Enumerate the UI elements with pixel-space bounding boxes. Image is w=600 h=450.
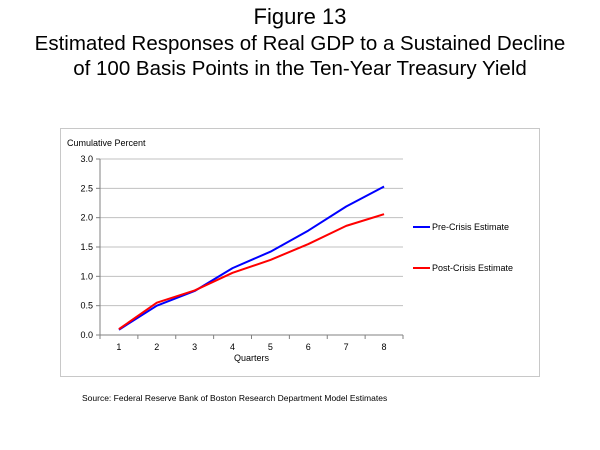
figure-number: Figure 13 — [253, 4, 347, 29]
figure-title-line-1: Estimated Responses of Real GDP to a Sus… — [34, 32, 566, 55]
x-tick-label: 1 — [116, 342, 121, 352]
chart-frame: Cumulative Percent Quarters 0.0 0.5 1.0 1.5… — [60, 128, 540, 377]
x-tick-label: 5 — [268, 342, 273, 352]
legend: Pre-Crisis Estimate Post-Crisis Estimate — [413, 222, 513, 273]
legend-label-1: Pre-Crisis Estimate — [432, 222, 509, 232]
axes: 0.0 0.5 1.0 1.5 2.0 2.5 3.0 1 2 3 4 5 6 7 8 — [80, 154, 404, 352]
legend-label-2: Post-Crisis Estimate — [432, 263, 513, 273]
x-tick-label: 2 — [154, 342, 159, 352]
x-tick-label: 7 — [344, 342, 349, 352]
x-axis-label: Quarters — [234, 353, 270, 363]
x-tick-label: 4 — [230, 342, 235, 352]
y-axis-label: Cumulative Percent — [67, 138, 146, 148]
x-tick-label: 3 — [192, 342, 197, 352]
figure-title-line-2: of 100 Basis Points in the Ten-Year Trea… — [73, 57, 527, 80]
gridlines — [100, 158, 403, 307]
y-tick-label: 1.5 — [80, 242, 93, 252]
x-tick-label: 8 — [382, 342, 387, 352]
line-chart: Cumulative Percent Quarters 0.0 0.5 1.0 1.5… — [67, 138, 513, 363]
source-note: Source: Federal Reserve Bank of Boston R… — [82, 393, 388, 403]
figure-title: Estimated Responses of Real GDP to a Sus… — [0, 31, 600, 81]
y-tick-label: 1.0 — [80, 271, 93, 281]
y-tick-label: 2.0 — [80, 213, 93, 223]
y-tick-label: 3.0 — [80, 154, 93, 164]
y-tick-label: 2.5 — [80, 183, 93, 193]
series-line-2 — [118, 213, 385, 330]
y-tick-label: 0.0 — [80, 330, 93, 340]
x-tick-label: 6 — [306, 342, 311, 352]
series-line-1 — [118, 185, 385, 331]
series-lines — [118, 185, 385, 331]
y-tick-label: 0.5 — [80, 301, 93, 311]
